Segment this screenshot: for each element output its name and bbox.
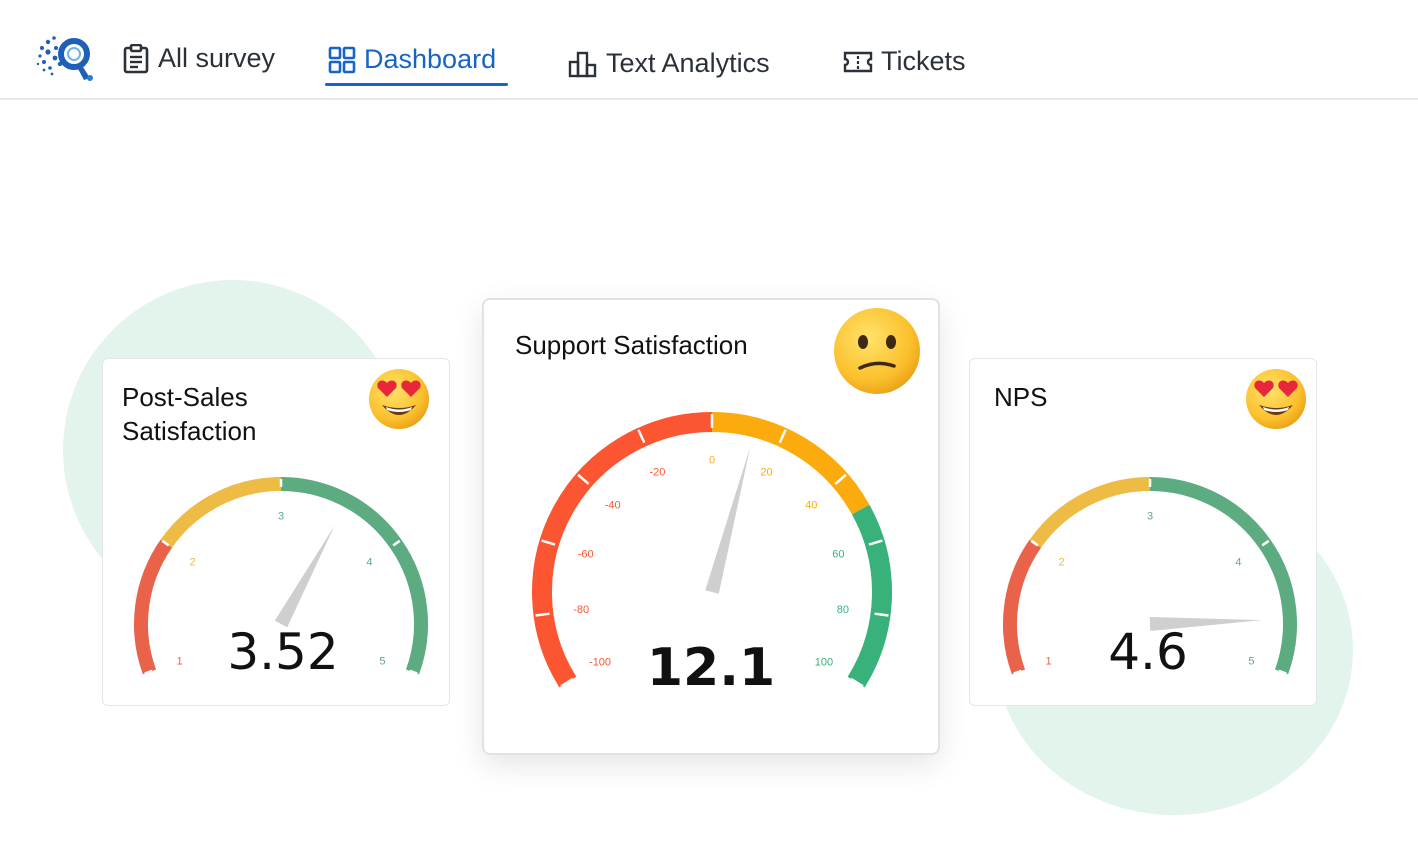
gauge-tick xyxy=(161,539,170,547)
gauge-tick xyxy=(577,473,590,485)
card-title: Support Satisfaction xyxy=(515,330,748,360)
gauge-tick-label: 5 xyxy=(379,656,385,668)
gauge-card-post-sales[interactable]: Post-Sales Satisfaction 1 2 3 4 5 3.52 xyxy=(102,358,450,706)
gauge-needle xyxy=(1149,617,1262,631)
gauge-value: 4.6 xyxy=(1108,623,1188,681)
nav-all-survey-label: All survey xyxy=(158,43,276,73)
gauge-tick-label: 100 xyxy=(815,657,833,669)
gauge-tick xyxy=(1261,539,1270,547)
gauge-needle xyxy=(274,525,335,628)
logo-icon[interactable] xyxy=(36,32,96,84)
nav-text-analytics-label: Text Analytics xyxy=(606,48,770,78)
gauge-value: 3.52 xyxy=(227,623,339,681)
gauge-tick xyxy=(560,677,574,688)
gauge-tick xyxy=(850,677,864,688)
gauge-tick-label: -80 xyxy=(573,604,589,616)
gauge-tick xyxy=(392,539,401,547)
gauge-tick-label: -60 xyxy=(578,549,594,561)
gauge-chart: 1 2 3 4 5 xyxy=(134,477,428,675)
nav-text-analytics[interactable]: Text Analytics xyxy=(568,48,770,79)
gauge-tick-label: -100 xyxy=(589,657,611,669)
gauge-band xyxy=(711,412,870,515)
gauge-tick-label: 1 xyxy=(176,656,182,668)
gauge-tick xyxy=(1013,669,1022,675)
gauge-tick-label: 2 xyxy=(189,557,195,569)
clipboard-icon xyxy=(123,43,149,73)
grid-icon xyxy=(328,46,356,73)
ticket-icon xyxy=(843,51,873,72)
gauge-tick xyxy=(778,429,787,444)
gauge-tick xyxy=(144,669,153,675)
card-title: Post-Sales Satisfaction xyxy=(122,382,257,446)
gauge-tick-label: 20 xyxy=(760,466,772,478)
gauge-tick xyxy=(535,612,550,617)
gauge-band xyxy=(532,412,713,688)
gauge-tick xyxy=(874,612,889,617)
nav-all-survey[interactable]: All survey xyxy=(122,43,275,74)
gauge-card-support[interactable]: Support Satisfaction -100 -80 -60 -40 -20 0 20… xyxy=(482,298,940,755)
nav-tickets[interactable]: Tickets xyxy=(843,46,966,77)
gauge-tick-label: -40 xyxy=(605,500,621,512)
gauge-tick xyxy=(834,473,847,485)
gauge-tick xyxy=(541,539,556,546)
gauge-tick-label: -20 xyxy=(650,466,666,478)
gauge-tick-label: 3 xyxy=(1147,511,1153,523)
gauge-tick xyxy=(1278,669,1287,675)
gauge-chart: -100 -80 -60 -40 -20 0 20 40 60 80 100 xyxy=(532,412,892,688)
active-tab-indicator xyxy=(325,83,508,86)
gauge-tick-label: 40 xyxy=(805,500,817,512)
gauge-band xyxy=(847,504,892,688)
gauge-tick-label: 80 xyxy=(837,604,849,616)
nav-dashboard[interactable]: Dashboard xyxy=(328,44,496,75)
heart-eyes-emoji-icon xyxy=(1244,367,1308,436)
gauge-tick-label: 60 xyxy=(832,549,844,561)
gauge-band xyxy=(160,477,282,548)
gauge-band xyxy=(1029,477,1151,548)
gauge-tick-label: 4 xyxy=(1235,557,1241,569)
gauge-band xyxy=(134,539,173,675)
gauge-value: 12.1 xyxy=(646,638,776,698)
nav-tickets-label: Tickets xyxy=(881,46,966,76)
gauge-tick-label: 1 xyxy=(1045,656,1051,668)
gauge-tick xyxy=(637,429,646,444)
bar-chart-icon xyxy=(568,51,597,77)
gauge-chart: 1 2 3 4 5 xyxy=(1003,477,1297,675)
nav-dashboard-label: Dashboard xyxy=(364,44,497,74)
gauge-tick-label: 4 xyxy=(366,557,372,569)
gauge-card-nps[interactable]: NPS 1 2 3 4 5 4.6 xyxy=(969,358,1317,706)
gauge-band xyxy=(1003,539,1042,675)
gauge-tick xyxy=(1030,539,1039,547)
card-title: NPS xyxy=(994,382,1048,412)
gauge-tick-label: 5 xyxy=(1248,656,1254,668)
heart-eyes-emoji-icon xyxy=(367,367,431,436)
gauge-tick-label: 2 xyxy=(1058,557,1064,569)
gauge-needle xyxy=(705,446,751,594)
gauge-tick xyxy=(409,669,418,675)
confused-emoji-icon xyxy=(832,306,922,401)
gauge-tick xyxy=(868,539,883,546)
gauge-tick-label: 0 xyxy=(709,455,715,467)
top-navigation: All survey Dashboard Text Analytics Tick… xyxy=(0,0,1418,100)
gauge-tick-label: 3 xyxy=(278,511,284,523)
